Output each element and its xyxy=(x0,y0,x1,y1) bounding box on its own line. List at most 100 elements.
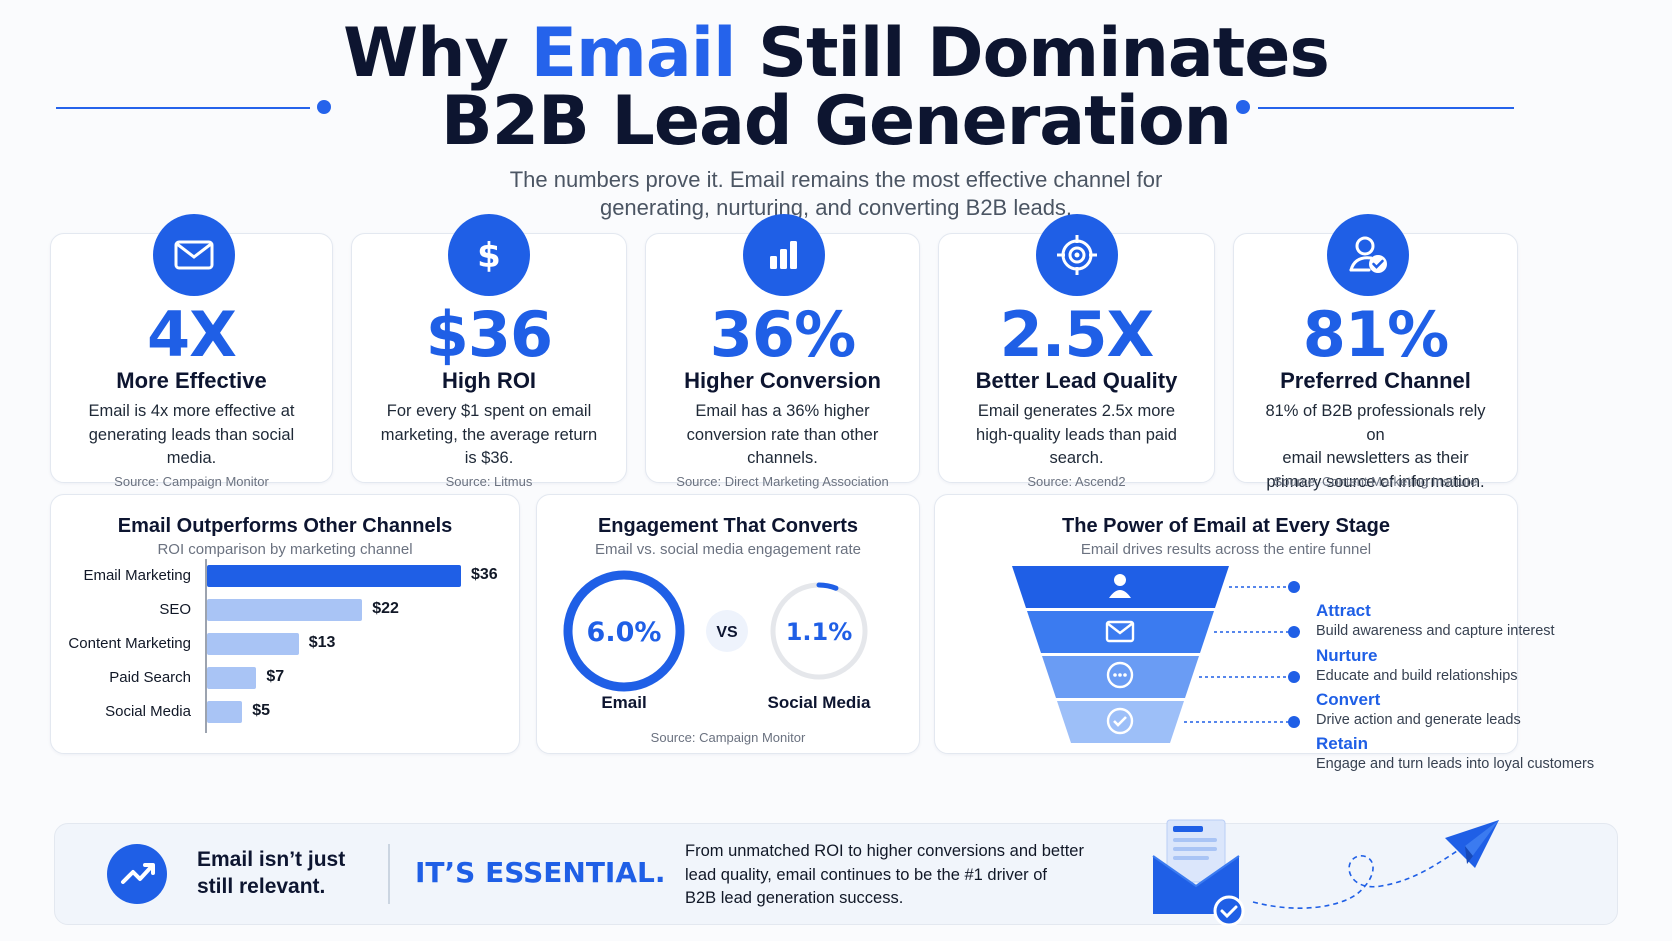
stat-description-line: For every $1 spent on email xyxy=(386,402,592,420)
stat-description-line: marketing, the average return xyxy=(380,425,598,444)
bar-value-label: $13 xyxy=(308,634,336,651)
banner-body-line: From unmatched ROI to higher conversions… xyxy=(685,842,1084,860)
engagement-rings: 6.0% VS 1.1% xyxy=(563,570,868,692)
chart-axis xyxy=(205,559,207,733)
engagement-panel: Engagement That Converts Email vs. socia… xyxy=(536,494,920,754)
stat-heading: Preferred Channel xyxy=(1280,368,1471,393)
subtitle-line: The numbers prove it. Email remains the … xyxy=(509,167,1163,192)
stat-source: Source: Litmus xyxy=(445,474,533,489)
dollar-icon: $ xyxy=(448,214,530,296)
stat-description: 81% of B2B professionals rely on email ne… xyxy=(1258,400,1493,494)
bar-value-label: $7 xyxy=(266,668,285,685)
stat-heading: Higher Conversion xyxy=(684,368,881,393)
stage-desc-nurture: Educate and build relationships xyxy=(1316,668,1518,684)
stat-source: Source: Direct Marketing Association xyxy=(676,474,889,489)
banner-lead-line: still relevant. xyxy=(197,875,326,898)
stat-description: Email has a 36% higher conversion rate th… xyxy=(670,400,895,471)
channels-title: Email Outperforms Other Channels xyxy=(117,515,453,537)
page-subtitle: The numbers prove it. Email remains the … xyxy=(386,166,1286,222)
header-left-dot xyxy=(317,100,331,114)
channels-panel: Email Outperforms Other Channels ROI com… xyxy=(50,494,520,754)
stat-value: 36% xyxy=(709,298,856,371)
stat-description-line: conversion rate than other xyxy=(686,425,879,444)
flight-path xyxy=(1252,841,1472,909)
banner-illustration xyxy=(1152,819,1499,927)
stat-heading: More Effective xyxy=(116,368,267,393)
envelope-icon xyxy=(153,214,235,296)
stat-description: Email generates 2.5x more high-quality le… xyxy=(963,400,1190,471)
stage-desc-convert: Drive action and generate leads xyxy=(1316,712,1521,728)
email-label: Email xyxy=(601,693,647,712)
banner-lead: Email isn’t just still relevant. xyxy=(197,846,345,900)
stat-source: Source: Content Marketing Institute xyxy=(1273,474,1478,489)
bar xyxy=(207,565,461,587)
stat-card: 4X More Effective Email is 4x more effecti… xyxy=(50,233,333,489)
bar-value-label: $22 xyxy=(372,600,399,617)
stage-desc-attract: Build awareness and capture interest xyxy=(1316,623,1555,639)
engagement-subtitle: Email vs. social media engagement rate xyxy=(595,541,861,558)
stat-value: 81% xyxy=(1302,298,1449,371)
header-left-rule xyxy=(56,107,310,109)
bar-category-label: Email Marketing xyxy=(83,567,191,584)
social-rate: 1.1% xyxy=(786,618,853,646)
channels-subtitle: ROI comparison by marketing channel xyxy=(157,541,413,558)
subtitle-line: generating, nurturing, and converting B2… xyxy=(599,195,1073,220)
stat-description-line: Email has a 36% higher xyxy=(695,402,870,420)
stat-value: 2.5X xyxy=(999,298,1155,371)
page-title-line2: B2B Lead Generation xyxy=(440,82,1232,161)
check-badge-icon xyxy=(1213,895,1245,927)
stat-description-line: primary source of information. xyxy=(1266,472,1485,491)
header-right-rule xyxy=(1258,107,1514,109)
social-label: Social Media xyxy=(767,693,871,712)
bar xyxy=(207,701,243,723)
paper-plane-icon xyxy=(1445,820,1499,868)
stage-name-convert: Convert xyxy=(1316,690,1381,709)
title-word: Why xyxy=(343,14,509,93)
stat-description-line: high-quality leads than paid xyxy=(976,425,1177,444)
stat-description: Email is 4x more effective at generating … xyxy=(75,400,308,471)
title-accent: Email xyxy=(530,14,737,93)
header-right-dot xyxy=(1236,100,1250,114)
stat-heading: Better Lead Quality xyxy=(975,368,1178,393)
stat-description-line: Email generates 2.5x more xyxy=(977,402,1176,420)
bottom-banner: Email isn’t just still relevant. IT’S ES… xyxy=(54,819,1618,927)
title-word: Still Dominates xyxy=(758,14,1330,93)
stat-value: 4X xyxy=(147,298,237,371)
stage-name-attract: Attract xyxy=(1316,601,1371,620)
stat-heading: High ROI xyxy=(441,368,537,393)
social-ring xyxy=(770,582,868,680)
vs-label: VS xyxy=(716,624,738,641)
bar-category-label: Social Media xyxy=(105,703,191,720)
svg-text:$: $ xyxy=(477,236,501,276)
bar xyxy=(207,599,363,621)
stat-value: $36 xyxy=(425,298,553,371)
stat-description-line: media. xyxy=(166,449,217,467)
banner-body-line: lead quality, email continues to be the … xyxy=(685,865,1047,884)
open-envelope-icon xyxy=(1152,819,1240,914)
engagement-title: Engagement That Converts xyxy=(597,515,859,537)
banner-emphasis: IT’S ESSENTIAL. xyxy=(415,856,666,889)
banner-body-line: B2B lead generation success. xyxy=(685,889,904,907)
stat-description-line: 81% of B2B professionals rely on xyxy=(1265,402,1486,444)
bar xyxy=(207,667,257,689)
target-icon xyxy=(1036,214,1118,296)
banner-divider xyxy=(388,844,390,904)
stat-source: Source: Ascend2 xyxy=(1027,474,1126,489)
bar-category-label: Paid Search xyxy=(109,669,191,686)
stage-desc-retain: Engage and turn leads into loyal custome… xyxy=(1316,756,1595,772)
page-title: Why Email Still Dominates xyxy=(0,18,1672,90)
bar-category-label: SEO xyxy=(159,601,191,618)
stat-description-line: is $36. xyxy=(464,449,514,467)
stat-description-line: Email is 4x more effective at xyxy=(88,402,295,420)
bar xyxy=(207,633,299,655)
email-ring xyxy=(563,570,685,692)
engagement-source: Source: Campaign Monitor xyxy=(650,730,806,745)
banner-body: From unmatched ROI to higher conversions… xyxy=(685,840,1084,911)
bar-chart-icon xyxy=(743,214,825,296)
stat-description-line: generating leads than social xyxy=(88,425,295,444)
banner-lead-line: Email isn’t just xyxy=(197,848,346,871)
stage-name-nurture: Nurture xyxy=(1316,646,1378,665)
bar-category-label: Content Marketing xyxy=(68,635,191,652)
stat-source: Source: Campaign Monitor xyxy=(114,474,269,489)
